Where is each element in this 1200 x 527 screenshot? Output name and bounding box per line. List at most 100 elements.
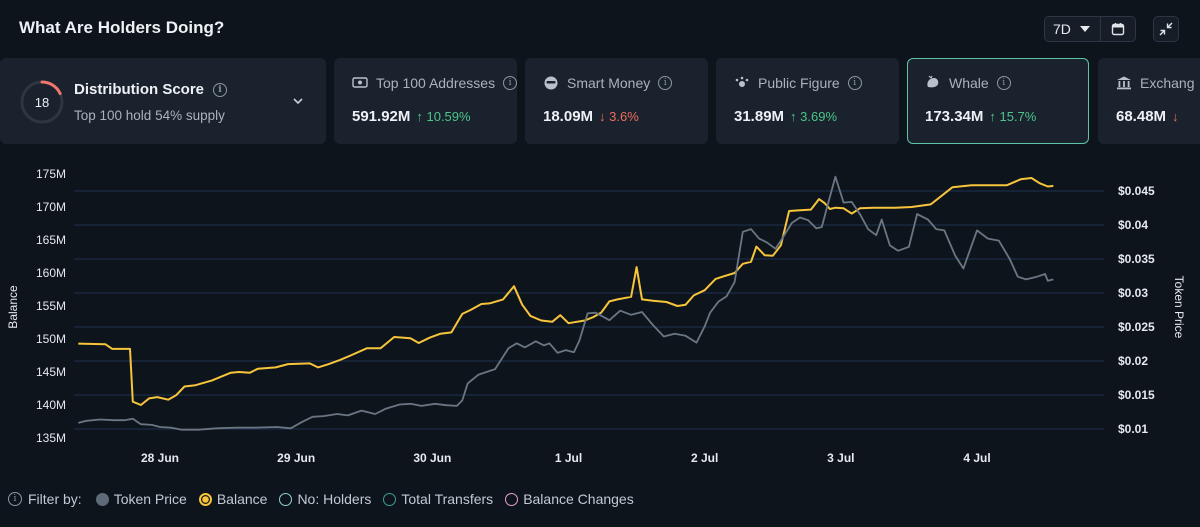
stat-card-values: 173.34M ↑ 15.7% [925, 108, 1036, 125]
stat-card-whale[interactable]: Whale i 173.34M ↑ 15.7% [907, 58, 1089, 144]
stat-card-header: Top 100 Addresses i [352, 75, 518, 91]
stat-card-header: Whale i [925, 75, 1011, 91]
filter-label: Filter by: [28, 491, 82, 507]
stat-card-smart-money[interactable]: Smart Money i 18.09M ↓ 3.6% [525, 58, 708, 144]
stat-card-top-100-addresses[interactable]: Top 100 Addresses i 591.92M ↑ 10.59% [334, 58, 518, 144]
distribution-score-ring [20, 80, 64, 124]
left-axis-tick-label: 150M [36, 332, 66, 346]
info-icon[interactable]: i [503, 76, 518, 90]
info-icon[interactable]: i [996, 76, 1011, 90]
smart-money-icon [544, 76, 558, 90]
stat-card-label: Exchang [1140, 75, 1195, 91]
right-axis-tick-label: $0.015 [1118, 388, 1155, 402]
widget-title: What Are Holders Doing? [19, 18, 225, 37]
time-range-select[interactable]: 7D [1044, 16, 1100, 42]
distribution-score-subtitle: Top 100 hold 54% supply [74, 108, 225, 123]
stat-card-value: 18.09M [543, 108, 594, 125]
x-axis-tick-label: 29 Jun [277, 451, 315, 465]
stat-card-public-figure[interactable]: Public Figure i 31.89M ↑ 3.69% [716, 58, 899, 144]
time-range-value: 7D [1053, 21, 1071, 37]
filter-item-label: Total Transfers [401, 491, 494, 507]
x-axis-tick-label: 3 Jul [827, 451, 854, 465]
right-axis-tick-label: $0.04 [1118, 218, 1148, 232]
stat-card-change: ↓ 3.6% [599, 109, 639, 124]
collapse-button[interactable] [1153, 16, 1179, 42]
filter-balance-changes[interactable]: Balance Changes [505, 491, 634, 507]
filter-bar: i Filter by: Token Price Balance No: Holde… [8, 490, 646, 508]
distribution-score-value: 18 [34, 94, 50, 110]
series-line-token-price [78, 175, 1054, 431]
right-axis-title: Token Price [1172, 276, 1186, 339]
stat-card-change: ↑ 3.69% [790, 109, 838, 124]
series-line-balance [78, 177, 1054, 406]
stat-card-change: ↑ 10.59% [416, 109, 471, 124]
stat-card-values: 18.09M ↓ 3.6% [543, 108, 639, 125]
money-icon [352, 77, 368, 88]
public-figure-icon [735, 76, 749, 87]
x-axis-tick-label: 30 Jun [413, 451, 451, 465]
stat-cards-row: 18 Distribution Score i Top 100 hold 54%… [0, 58, 1200, 144]
legend-marker-icon [198, 492, 212, 506]
info-icon[interactable]: i [658, 76, 673, 90]
left-axis-tick-label: 160M [36, 266, 66, 280]
x-axis-tick-label: 1 Jul [555, 451, 582, 465]
stat-card-header: Public Figure i [734, 75, 862, 91]
x-axis-tick-label: 4 Jul [963, 451, 990, 465]
stat-card-values: 31.89M ↑ 3.69% [734, 108, 837, 125]
stat-card-exchang[interactable]: Exchangi 68.48M ↓ [1098, 58, 1200, 144]
stat-card-label: Public Figure [758, 75, 840, 91]
left-axis-tick-label: 140M [36, 398, 66, 412]
info-icon[interactable]: i [8, 492, 22, 506]
distribution-score-title: Distribution Score [74, 81, 205, 98]
legend-marker-icon [383, 492, 397, 506]
stat-card-value: 173.34M [925, 108, 984, 125]
stat-card-header: Exchangi [1116, 75, 1200, 91]
stat-card-label: Smart Money [567, 75, 651, 91]
legend-marker-icon [279, 492, 293, 506]
left-axis-tick-label: 170M [36, 200, 66, 214]
filter-balance[interactable]: Balance [198, 491, 268, 507]
x-axis-tick-label: 28 Jun [141, 451, 179, 465]
right-axis-tick-label: $0.025 [1118, 320, 1155, 334]
left-axis-tick-label: 135M [36, 431, 66, 445]
chevron-down-icon[interactable] [292, 95, 304, 107]
distribution-score-heading: Distribution Score i [74, 81, 228, 98]
filter-total-transfers[interactable]: Total Transfers [383, 491, 493, 507]
right-axis-tick-label: $0.035 [1118, 252, 1155, 266]
holders-chart: 135M 140M 145M 150M 155M 160M 165M 170M 175M $0.0… [0, 150, 1200, 480]
filter-item-label: Balance [216, 491, 268, 507]
stat-card-label: Whale [949, 75, 989, 91]
filter-item-label: No: Holders [297, 491, 372, 507]
filter-no-holders[interactable]: No: Holders [279, 491, 371, 507]
right-axis-tick-label: $0.02 [1118, 354, 1148, 368]
stat-card-values: 68.48M ↓ [1116, 108, 1179, 125]
stat-card-value: 68.48M [1116, 108, 1167, 125]
calendar-icon [1111, 23, 1125, 36]
calendar-button[interactable] [1100, 16, 1136, 42]
stat-card-value: 591.92M [352, 108, 411, 125]
filter-item-label: Balance Changes [523, 491, 634, 507]
widget-header: What Are Holders Doing? 7D [0, 0, 1200, 58]
whale-icon [927, 75, 939, 88]
caret-down-icon [1079, 26, 1090, 32]
stat-card-change: ↑ 15.7% [989, 109, 1037, 124]
left-axis-title: Balance [6, 285, 20, 329]
legend-marker-icon [95, 492, 109, 506]
left-axis-tick-label: 145M [36, 365, 66, 379]
right-axis-tick-label: $0.03 [1118, 286, 1148, 300]
info-icon[interactable]: i [847, 76, 862, 90]
left-axis-tick-label: 175M [36, 167, 66, 181]
filter-item-label: Token Price [113, 491, 187, 507]
stat-card-value: 31.89M [734, 108, 785, 125]
x-axis-tick-label: 2 Jul [691, 451, 718, 465]
filter-token-price[interactable]: Token Price [95, 491, 187, 507]
left-axis-tick-label: 155M [36, 299, 66, 313]
stat-card-change: ↓ [1172, 109, 1179, 124]
info-icon[interactable]: i [213, 82, 228, 97]
stat-card-label: Top 100 Addresses [376, 75, 496, 91]
distribution-score-card[interactable]: 18 Distribution Score i Top 100 hold 54%… [0, 58, 326, 144]
right-axis-tick-label: $0.045 [1118, 184, 1155, 198]
holders-line-chart: 135M 140M 145M 150M 155M 160M 165M 170M 175M $0.0… [6, 167, 1186, 465]
right-axis-tick-label: $0.01 [1118, 422, 1148, 436]
bank-icon [1117, 76, 1131, 90]
